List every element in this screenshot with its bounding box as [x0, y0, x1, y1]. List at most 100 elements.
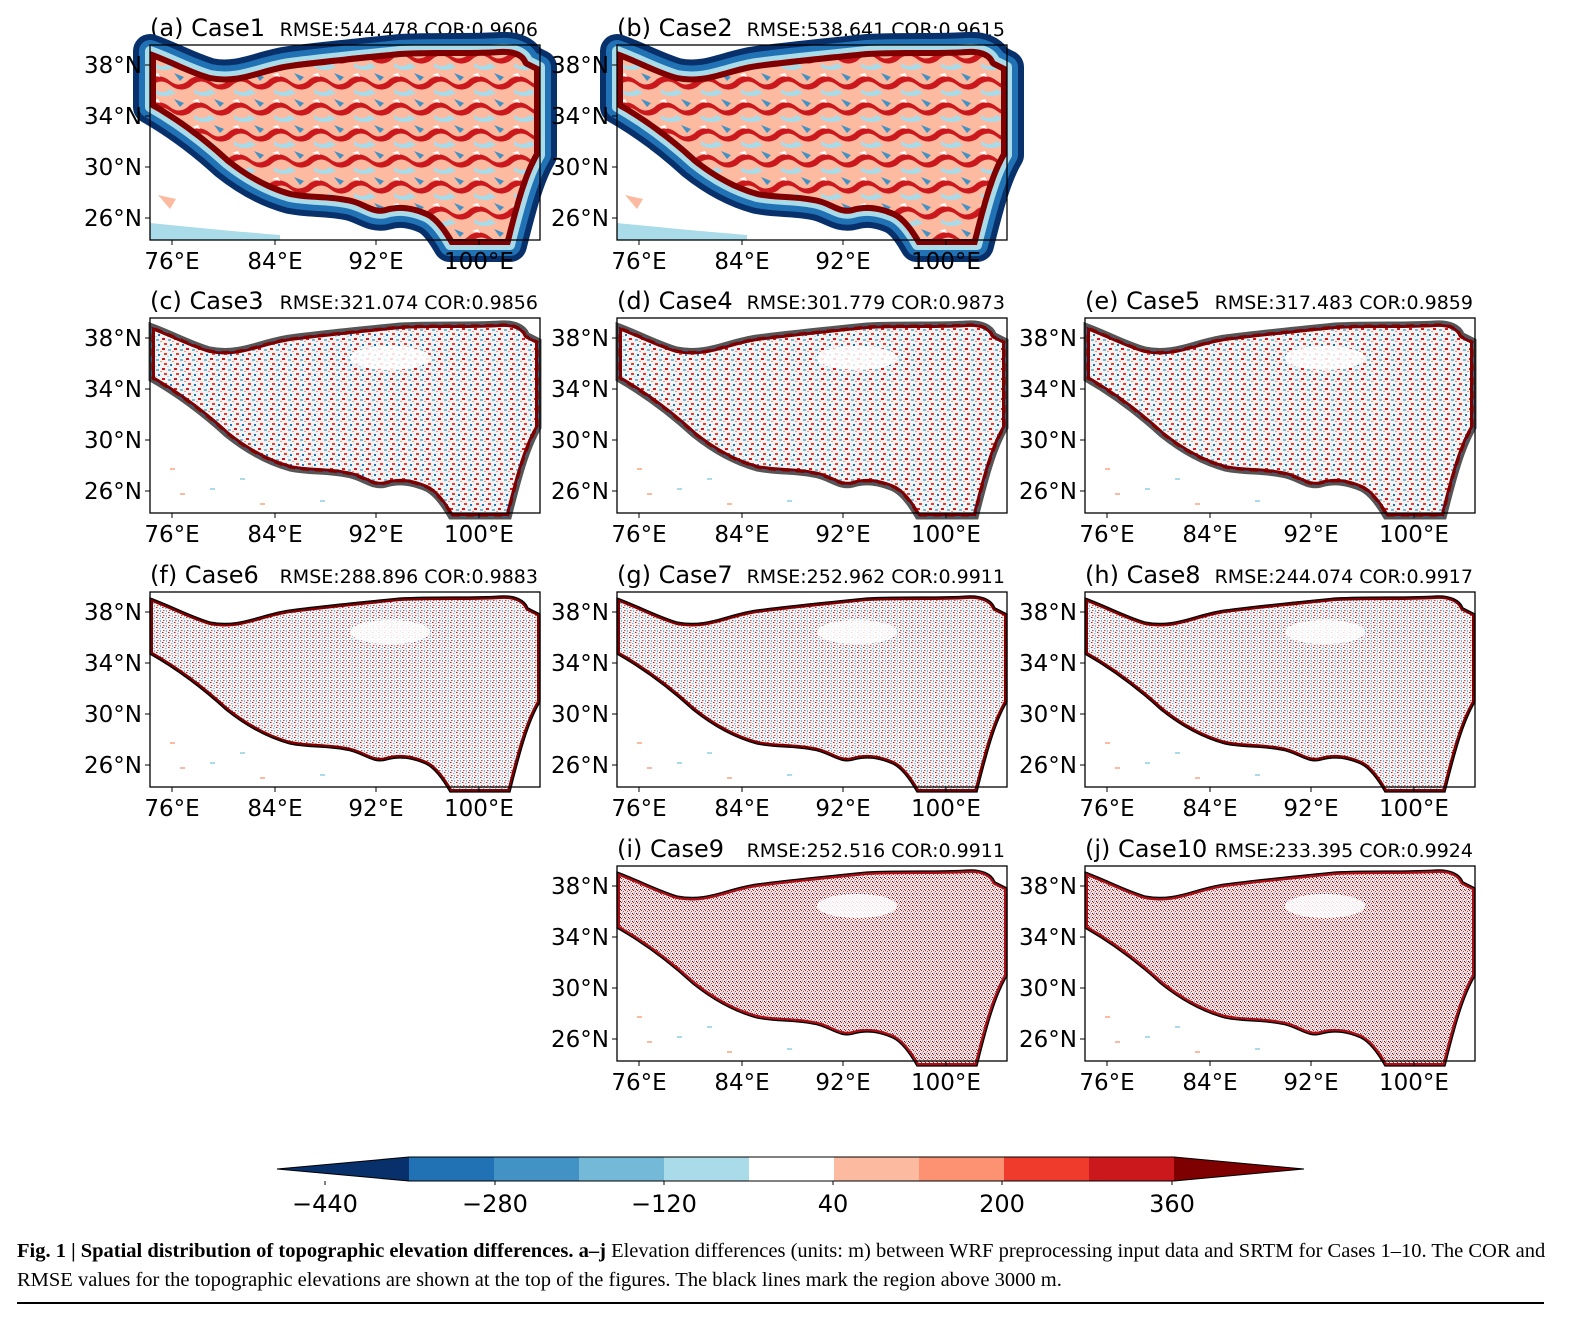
lowland-fleck: [240, 752, 245, 754]
lat-tick-label: 38°N: [1019, 600, 1077, 626]
lon-tick-label: 92°E: [815, 1070, 870, 1096]
contour-3000m: [1083, 320, 1477, 520]
lowland-patch: [625, 195, 643, 209]
plateau-field: [150, 48, 540, 246]
plateau-field: [1085, 321, 1475, 518]
lat-tick-label: 26°N: [551, 479, 609, 505]
lon-tick-label: 76°E: [1079, 1070, 1134, 1096]
basin-patch: [817, 620, 897, 644]
lon-tick-label: 84°E: [1182, 1070, 1237, 1096]
contour-3000m: [1084, 869, 1476, 1067]
colorbar-segment: [664, 1157, 750, 1181]
colorbar-outline: [276, 1156, 1305, 1182]
lowland-strip: [617, 223, 747, 240]
lat-tick-label: 38°N: [84, 53, 142, 79]
contour-3000m: [616, 869, 1008, 1067]
lowland-fleck: [1255, 774, 1260, 776]
lat-tick-label: 38°N: [551, 53, 609, 79]
lon-tick-label: 76°E: [611, 249, 666, 275]
panel-title: (e) Case5: [1085, 287, 1200, 315]
lowland-fleck: [1145, 762, 1150, 764]
lowland-fleck: [180, 767, 185, 769]
lowland-fleck: [1105, 742, 1110, 744]
lat-tick-label: 30°N: [551, 702, 609, 728]
panel-stats: RMSE:321.074 COR:0.9856: [280, 292, 538, 314]
lowland-fleck: [1175, 1026, 1180, 1028]
map-area: [615, 318, 1009, 520]
panel-title: (i) Case9: [617, 835, 724, 863]
panel-stats: RMSE:288.896 COR:0.9883: [280, 566, 538, 588]
lon-tick-label: 84°E: [1182, 522, 1237, 548]
lat-tick-label: 34°N: [1019, 925, 1077, 951]
lon-tick-label: 92°E: [1283, 1070, 1338, 1096]
map-area: [148, 318, 542, 520]
lat-tick-label: 30°N: [1019, 976, 1077, 1002]
lowland-fleck: [647, 767, 652, 769]
lowland-fleck: [677, 488, 682, 490]
lat-tick-label: 38°N: [1019, 326, 1077, 352]
panel-title: (b) Case2: [617, 14, 733, 42]
panel-title: (a) Case1: [150, 14, 265, 42]
lon-tick-label: 84°E: [714, 796, 769, 822]
plateau-field: [150, 595, 540, 792]
map-area: [600, 31, 1024, 262]
colorbar-segment: [834, 1157, 920, 1181]
band-dark-red: [617, 48, 1007, 245]
lon-tick-label: 84°E: [714, 249, 769, 275]
lon-tick-label: 92°E: [815, 796, 870, 822]
plateau-field: [150, 321, 540, 518]
lowland-fleck: [707, 1026, 712, 1028]
lon-tick-label: 100°E: [911, 249, 981, 275]
lowland-fleck: [787, 500, 792, 502]
lowland-fleck: [1195, 777, 1200, 779]
lat-tick-label: 34°N: [551, 651, 609, 677]
colorbar-tick-label: −120: [631, 1190, 697, 1218]
colorbar-segment: [409, 1157, 495, 1181]
lowland-fleck: [1195, 1051, 1200, 1053]
lowland-fleck: [647, 1041, 652, 1043]
lon-tick-label: 76°E: [144, 249, 199, 275]
lon-tick-label: 100°E: [911, 522, 981, 548]
lon-tick-label: 100°E: [911, 1070, 981, 1096]
panels: (a) Case1 RMSE:544.478 COR:0.960638°N34°N…: [84, 14, 1477, 1096]
map-frame: [149, 44, 541, 241]
map-frame: [149, 317, 541, 514]
contour-3000m: [615, 320, 1009, 520]
basin-patch: [817, 346, 897, 370]
lowland-fleck: [240, 478, 245, 480]
panel-stats: RMSE:301.779 COR:0.9873: [747, 292, 1005, 314]
lon-tick-label: 92°E: [348, 796, 403, 822]
basin-patch: [1285, 894, 1365, 918]
lon-tick-label: 76°E: [144, 796, 199, 822]
basin-patch: [350, 346, 430, 370]
lon-tick-label: 76°E: [1079, 522, 1134, 548]
lowland-fleck: [707, 752, 712, 754]
map-area: [149, 592, 541, 793]
contour-3000m: [149, 595, 541, 793]
map-panel-d: (d) Case4 RMSE:301.779 COR:0.9873 38°N 34°N…: [551, 287, 1009, 548]
lat-tick-label: 38°N: [1019, 874, 1077, 900]
colorbar-tick-label: 40: [818, 1190, 849, 1218]
lat-tick-label: 26°N: [1019, 1027, 1077, 1053]
colorbar-tick-label: −280: [462, 1190, 528, 1218]
lowland-fleck: [210, 488, 215, 490]
map-frame: [616, 865, 1008, 1062]
lon-tick-label: 92°E: [815, 249, 870, 275]
lowland-fleck: [1105, 468, 1110, 470]
lon-tick-label: 76°E: [611, 522, 666, 548]
lon-tick-label: 84°E: [714, 1070, 769, 1096]
lon-tick-label: 92°E: [348, 249, 403, 275]
lowland-fleck: [637, 468, 642, 470]
lat-tick-label: 26°N: [551, 206, 609, 232]
caption-rule: [17, 1302, 1544, 1304]
map-panel-f: (f) Case6 RMSE:288.896 COR:0.9883 38°N 34°N…: [84, 561, 541, 822]
lat-tick-label: 34°N: [84, 104, 142, 130]
map-frame: [1084, 591, 1476, 788]
lowland-fleck: [1255, 500, 1260, 502]
lon-tick-label: 100°E: [444, 249, 514, 275]
map-area: [1083, 318, 1477, 520]
lowland-fleck: [1145, 488, 1150, 490]
lowland-patch: [158, 195, 176, 209]
lat-tick-label: 34°N: [1019, 651, 1077, 677]
